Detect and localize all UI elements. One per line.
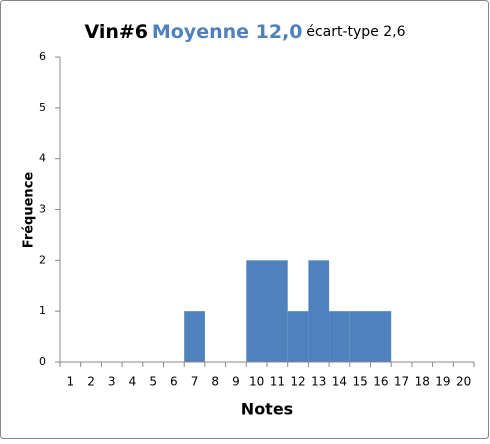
x-tick-label: 20 — [456, 375, 471, 389]
x-tick-label: 6 — [170, 375, 178, 389]
y-axis-label: Fréquence — [22, 172, 37, 249]
x-axis-label: Notes — [241, 400, 293, 419]
x-tick-label: 3 — [108, 375, 116, 389]
x-tick-label: 10 — [249, 375, 264, 389]
y-tick-label: 1 — [39, 304, 46, 317]
x-tick-label: 13 — [311, 375, 326, 389]
bar — [184, 311, 205, 362]
title-mean: Moyenne 12,0 — [152, 21, 303, 43]
chart-title: Vin#6 Moyenne 12,0 écart-type 2,6 — [84, 21, 405, 43]
x-tick-label: 19 — [435, 375, 450, 389]
x-tick-label: 16 — [373, 375, 388, 389]
y-tick-label: 2 — [39, 253, 46, 266]
title-main: Vin#6 — [84, 21, 148, 43]
bar — [349, 311, 371, 362]
x-tick-label: 14 — [332, 375, 347, 389]
x-tick-label: 15 — [353, 375, 368, 389]
y-tick-label: 6 — [39, 50, 46, 63]
x-tick-label: 4 — [129, 375, 137, 389]
y-tick-label: 0 — [39, 355, 46, 368]
title-sd: écart-type 2,6 — [306, 24, 405, 40]
x-tick-label: 18 — [415, 375, 430, 389]
x-tick-label: 5 — [149, 375, 157, 389]
bar — [287, 311, 309, 362]
y-tick-label: 4 — [39, 152, 46, 165]
x-tick-label: 1 — [67, 375, 75, 389]
x-tick-label: 11 — [270, 375, 285, 389]
x-tick-label: 17 — [394, 375, 409, 389]
bar — [246, 260, 267, 362]
bar — [370, 311, 392, 362]
x-tick-label: 9 — [232, 375, 240, 389]
x-tick-label: 8 — [211, 375, 219, 389]
x-tick-label: 7 — [191, 375, 199, 389]
y-tick-label: 5 — [39, 101, 46, 114]
x-tick-label: 12 — [290, 375, 305, 389]
bar — [267, 260, 288, 362]
y-tick-label: 3 — [39, 203, 46, 216]
bar — [308, 260, 330, 362]
bar — [329, 311, 350, 362]
x-tick-label: 2 — [87, 375, 95, 389]
